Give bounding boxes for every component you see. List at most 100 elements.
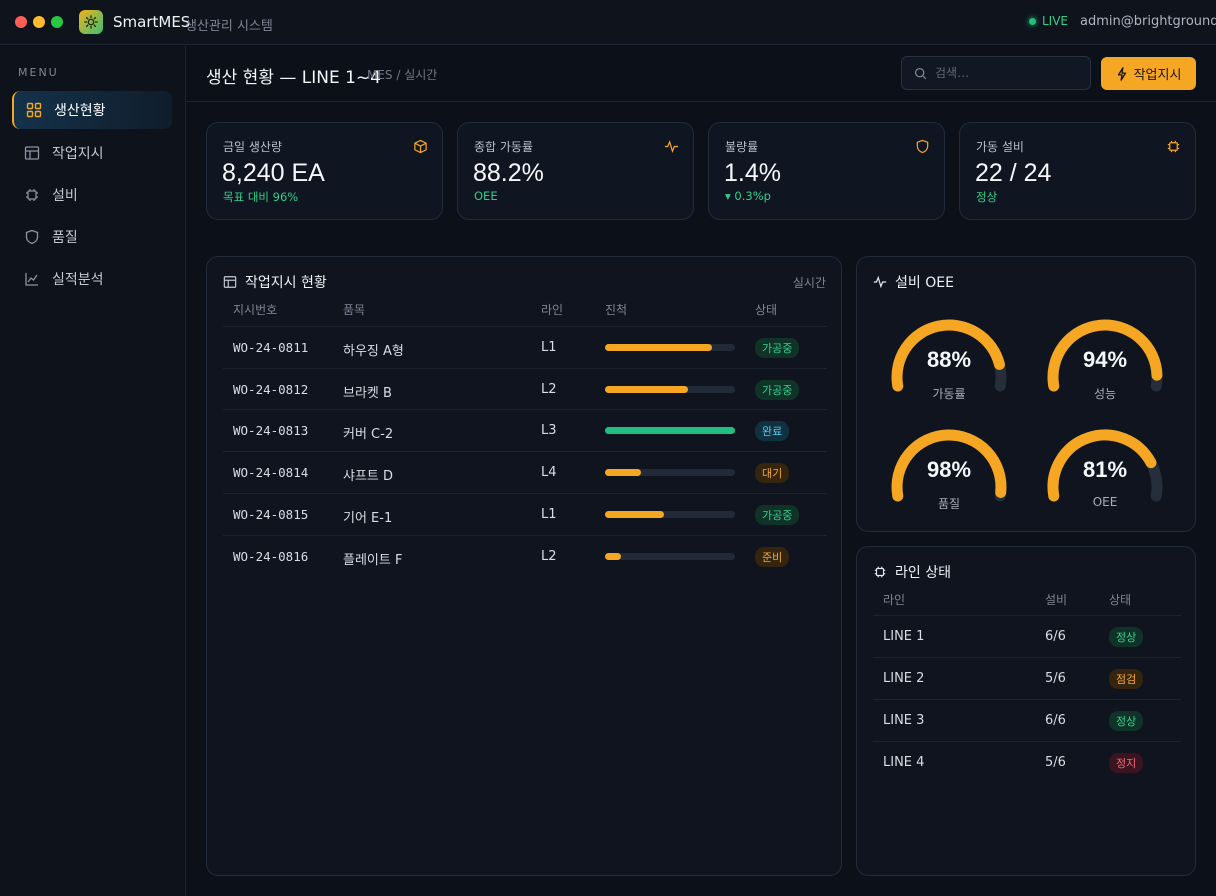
gauge-value: 81% [1082,457,1128,482]
panel-title: 설비 OEE [873,272,954,292]
column-header-status: 상태 [755,303,778,317]
kpi-label: 불량률 [725,140,759,154]
column-header-line: 라인 [883,593,906,607]
order-id: WO-24-0811 [233,340,309,355]
shield-icon [25,229,39,245]
progress-fill [605,552,621,560]
gauge-value: 98% [926,457,972,482]
table-icon [24,146,40,160]
progress-fill [605,344,712,351]
kpi-value: 8,240 EA [222,159,325,187]
page-title: 생산 현황 — LINE 1~4 [206,68,381,88]
user-account[interactable]: admin@brightground [1080,14,1216,29]
sidebar-item-quality[interactable]: 품질 [12,218,172,256]
order-id: WO-24-0813 [233,423,309,439]
sidebar-item-label: 설비 [52,188,78,204]
title-bar: SmartMES 생산관리 시스템 LIVE admin@brightgroun… [0,0,1216,45]
line-name: LINE 4 [883,755,925,770]
line-code: L2 [541,381,557,397]
gauge-label: 가동률 [932,387,966,401]
progress-bar [605,427,735,435]
kpi-value: 88.2% [473,159,544,187]
minimize-window-button[interactable] [33,16,45,28]
oee-gauge: 88% 가동률 [889,317,1019,417]
gauge-arc [1047,429,1163,502]
search-input[interactable] [935,66,1075,80]
kpi-card-defect: 불량률 1.4% ▾ 0.3%p [708,122,945,220]
column-header-order-id: 지시번호 [233,303,278,317]
line-code: L1 [541,506,557,522]
gauge-arc [1047,319,1163,392]
kpi-value: 22 / 24 [975,159,1052,187]
line-name: LINE 3 [883,713,925,728]
line-status-title: 라인 상태 [895,565,951,581]
sidebar-item-work-orders[interactable]: 작업지시 [12,134,172,172]
column-header-line: 라인 [541,303,564,317]
equipment-count: 6/6 [1045,629,1066,644]
order-id: WO-24-0816 [233,548,309,564]
oee-title: 설비 OEE [895,275,954,291]
progress-bar [605,344,735,351]
kpi-card-equipment: 가동 설비 22 / 24 정상 [959,122,1196,220]
close-window-button[interactable] [15,16,27,28]
kpi-sub: ▾ 0.3%p [725,189,771,203]
table-row[interactable]: WO-24-0815 기어 E-1 L1 가공중 [223,492,827,535]
line-row[interactable]: LINE 1 6/6 정상 [873,615,1181,657]
sun-icon [84,15,98,29]
table-row[interactable]: WO-24-0813 커버 C-2 L3 완료 [223,409,827,451]
new-work-order-button[interactable]: 작업지시 [1101,57,1196,90]
sidebar-item-production[interactable]: 생산현황 [12,91,172,129]
column-header-equipment: 설비 [1045,593,1068,607]
line-name: LINE 1 [883,629,925,644]
column-header-status: 상태 [1109,593,1132,607]
table-row[interactable]: WO-24-0814 샤프트 D L4 대기 [223,451,827,493]
line-row[interactable]: LINE 4 5/6 정지 [873,741,1181,783]
search-icon [914,67,927,79]
status-badge: 대기 [755,463,790,484]
progress-bar [605,510,735,518]
equipment-count: 6/6 [1045,713,1066,728]
kpi-label: 종합 가동률 [474,140,534,154]
sidebar-item-label: 실적분석 [52,272,104,288]
oee-gauge: 94% 성능 [1045,317,1175,417]
table-row[interactable]: WO-24-0816 플레이트 F L2 준비 [223,534,827,577]
table-icon [223,276,237,288]
line-row[interactable]: LINE 3 6/6 정상 [873,699,1181,741]
maximize-window-button[interactable] [51,16,63,28]
progress-bar [605,385,735,393]
item-name: 커버 C-2 [343,427,394,443]
progress-fill [605,510,664,518]
table-row[interactable]: WO-24-0812 브라켓 B L2 가공중 [223,367,827,410]
pulse-icon [873,275,887,289]
item-name: 하우징 A형 [343,344,404,359]
status-badge: 점검 [1109,669,1144,689]
item-name: 브라켓 B [343,385,392,401]
gauge-label: OEE [1092,495,1118,509]
panel-title: 작업지시 현황 [223,272,327,292]
chip-icon [874,566,886,578]
kpi-sub: OEE [474,189,498,203]
kpi-sub: 정상 [976,190,998,204]
chart-line-icon [25,273,38,286]
live-label: LIVE [1042,14,1069,28]
line-code: L2 [541,548,557,564]
sidebar-item-analytics[interactable]: 실적분석 [12,260,172,298]
menu-label: MENU [18,66,59,79]
kpi-sub: 목표 대비 96% [223,190,299,204]
app-name: SmartMES [113,13,191,31]
sidebar-item-equipment[interactable]: 설비 [12,176,172,214]
oee-gauge: 81% OEE [1045,427,1175,527]
lightning-icon [1117,66,1126,81]
sidebar: MENU 생산현황 작업지시 설비 품질 실적분석 [0,46,186,896]
table-row[interactable]: WO-24-0811 하우징 A형 L1 가공중 [223,326,827,368]
gauge-fill [1047,429,1157,502]
progress-fill [605,385,689,393]
status-badge: 정지 [1109,753,1144,773]
status-badge: 가공중 [755,504,800,525]
line-code: L3 [541,423,557,439]
line-row[interactable]: LINE 2 5/6 점검 [873,657,1181,699]
gauge-fill [1047,319,1163,392]
order-id: WO-24-0812 [233,381,309,397]
line-code: L4 [541,465,557,481]
search-box [901,56,1091,90]
